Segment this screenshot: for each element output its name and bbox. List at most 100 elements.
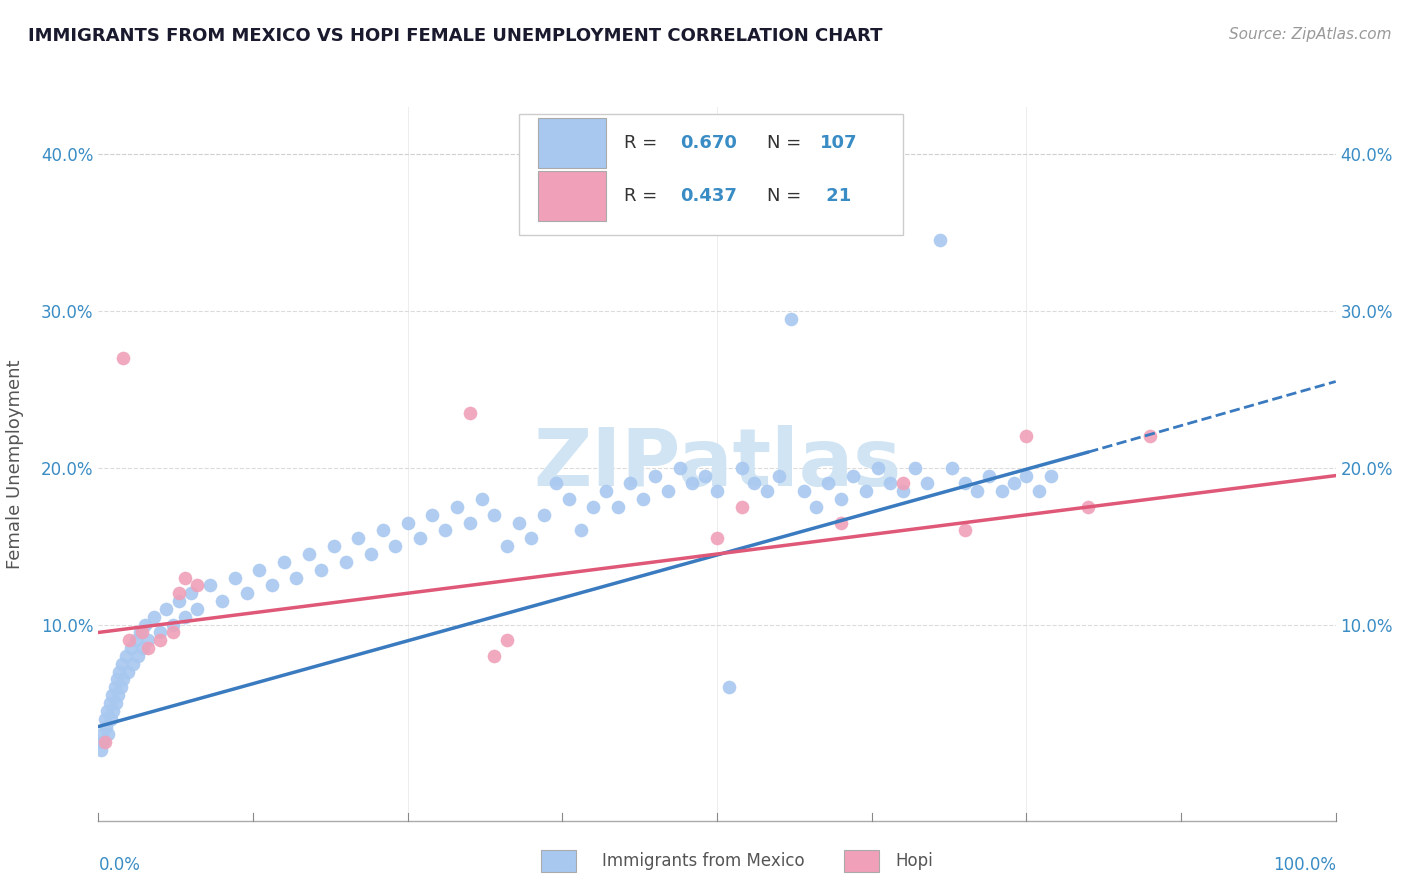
Point: [143, 609, 166, 624]
Point: [100, 712, 122, 726]
Point: [582, 500, 605, 514]
Point: [842, 468, 865, 483]
Point: [118, 633, 141, 648]
Point: [167, 594, 190, 608]
Point: [520, 532, 543, 546]
Point: [458, 516, 481, 530]
Point: [335, 555, 357, 569]
Text: Source: ZipAtlas.com: Source: ZipAtlas.com: [1229, 27, 1392, 42]
Point: [1015, 429, 1038, 443]
Point: [98, 696, 121, 710]
Point: [508, 516, 530, 530]
Point: [422, 508, 444, 522]
Point: [132, 641, 155, 656]
Text: 21: 21: [820, 187, 851, 205]
Text: N =: N =: [766, 187, 807, 205]
Point: [866, 460, 889, 475]
Text: Immigrants from Mexico: Immigrants from Mexico: [602, 852, 804, 870]
Point: [94, 720, 117, 734]
Point: [136, 633, 159, 648]
Point: [91, 727, 114, 741]
Text: 0.0%: 0.0%: [98, 856, 141, 874]
Point: [830, 516, 852, 530]
Point: [706, 532, 728, 546]
Bar: [537, 118, 606, 168]
Text: N =: N =: [766, 134, 807, 152]
Point: [97, 727, 120, 741]
Point: [731, 500, 754, 514]
Point: [371, 524, 394, 538]
Point: [322, 539, 344, 553]
Point: [817, 476, 839, 491]
Point: [136, 641, 159, 656]
Point: [706, 484, 728, 499]
Text: R =: R =: [624, 134, 664, 152]
Point: [793, 484, 815, 499]
Point: [941, 460, 963, 475]
Point: [631, 492, 654, 507]
Point: [112, 673, 135, 687]
Point: [117, 665, 139, 679]
Point: [260, 578, 283, 592]
Point: [768, 468, 790, 483]
Point: [546, 476, 568, 491]
Point: [484, 508, 506, 522]
Point: [104, 696, 127, 710]
Point: [446, 500, 468, 514]
Point: [718, 681, 741, 695]
Text: IMMIGRANTS FROM MEXICO VS HOPI FEMALE UNEMPLOYMENT CORRELATION CHART: IMMIGRANTS FROM MEXICO VS HOPI FEMALE UN…: [28, 27, 883, 45]
Point: [891, 484, 914, 499]
Point: [129, 625, 152, 640]
Point: [167, 586, 190, 600]
Point: [879, 476, 901, 491]
Point: [396, 516, 419, 530]
Text: 0.437: 0.437: [681, 187, 737, 205]
Point: [1028, 484, 1050, 499]
Point: [131, 625, 153, 640]
Point: [742, 476, 765, 491]
Point: [122, 657, 145, 671]
Text: 107: 107: [820, 134, 858, 152]
Point: [309, 563, 332, 577]
Point: [953, 476, 976, 491]
Point: [830, 492, 852, 507]
Point: [186, 602, 208, 616]
Point: [458, 406, 481, 420]
Point: [93, 735, 115, 749]
Point: [180, 586, 202, 600]
Point: [247, 563, 270, 577]
Point: [495, 539, 517, 553]
Point: [384, 539, 406, 553]
Point: [484, 648, 506, 663]
Point: [979, 468, 1001, 483]
Point: [891, 476, 914, 491]
Point: [755, 484, 778, 499]
Point: [607, 500, 630, 514]
Point: [90, 743, 112, 757]
Point: [186, 578, 208, 592]
Text: Hopi: Hopi: [896, 852, 932, 870]
Text: R =: R =: [624, 187, 664, 205]
Point: [108, 665, 131, 679]
Point: [198, 578, 221, 592]
Point: [569, 524, 592, 538]
Point: [471, 492, 494, 507]
Point: [1077, 500, 1099, 514]
Point: [644, 468, 666, 483]
Point: [124, 633, 146, 648]
Point: [990, 484, 1012, 499]
Point: [101, 688, 124, 702]
Point: [904, 460, 927, 475]
Point: [103, 681, 125, 695]
Point: [127, 648, 149, 663]
Point: [928, 233, 950, 247]
Point: [681, 476, 703, 491]
Point: [495, 633, 517, 648]
Point: [120, 641, 142, 656]
Point: [174, 570, 197, 584]
Point: [298, 547, 321, 561]
Point: [103, 704, 125, 718]
Point: [273, 555, 295, 569]
Point: [93, 712, 115, 726]
Point: [93, 735, 115, 749]
